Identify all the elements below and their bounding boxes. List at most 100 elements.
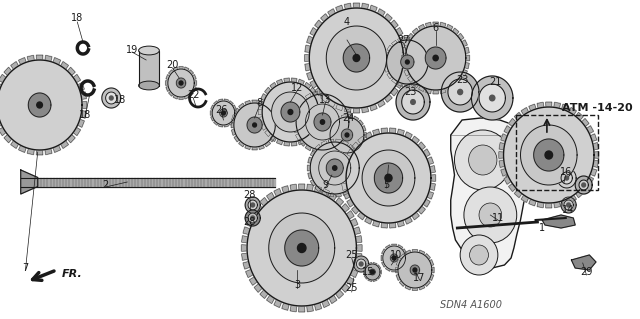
Polygon shape	[305, 83, 311, 89]
Polygon shape	[458, 76, 464, 83]
Polygon shape	[451, 118, 530, 268]
Polygon shape	[423, 199, 430, 207]
Polygon shape	[575, 176, 592, 194]
Polygon shape	[562, 199, 569, 206]
Polygon shape	[305, 93, 312, 99]
Polygon shape	[403, 55, 408, 61]
Polygon shape	[224, 99, 228, 102]
Text: 28: 28	[244, 217, 256, 227]
Polygon shape	[582, 183, 589, 191]
Polygon shape	[184, 67, 189, 71]
Polygon shape	[546, 102, 552, 107]
Polygon shape	[234, 103, 275, 147]
Polygon shape	[390, 128, 396, 134]
Polygon shape	[106, 92, 117, 104]
Polygon shape	[239, 103, 244, 109]
Polygon shape	[262, 82, 319, 142]
Polygon shape	[317, 101, 322, 107]
Circle shape	[413, 268, 417, 272]
Polygon shape	[265, 87, 271, 94]
Polygon shape	[81, 111, 86, 118]
Polygon shape	[53, 145, 61, 152]
Polygon shape	[259, 109, 262, 115]
Polygon shape	[429, 275, 433, 280]
Polygon shape	[399, 36, 406, 44]
Polygon shape	[261, 124, 267, 130]
Polygon shape	[312, 91, 318, 96]
Polygon shape	[425, 281, 430, 286]
Polygon shape	[241, 245, 247, 251]
Polygon shape	[429, 183, 435, 190]
Text: 10: 10	[390, 250, 402, 260]
Polygon shape	[211, 105, 214, 109]
Text: 13: 13	[319, 95, 332, 105]
Polygon shape	[184, 95, 189, 99]
Text: 23: 23	[456, 75, 468, 85]
Polygon shape	[412, 136, 419, 144]
Polygon shape	[307, 36, 313, 44]
Polygon shape	[270, 83, 276, 89]
Polygon shape	[408, 33, 413, 40]
Polygon shape	[321, 141, 327, 145]
Polygon shape	[412, 250, 417, 252]
Polygon shape	[405, 250, 411, 255]
Text: 24: 24	[342, 113, 355, 123]
Polygon shape	[0, 83, 2, 91]
Circle shape	[392, 256, 396, 260]
Text: 6: 6	[433, 23, 438, 33]
Polygon shape	[378, 9, 385, 16]
Polygon shape	[212, 101, 235, 125]
Polygon shape	[315, 144, 321, 150]
Polygon shape	[418, 142, 426, 150]
Polygon shape	[569, 195, 577, 203]
Polygon shape	[328, 100, 335, 107]
Polygon shape	[347, 199, 354, 207]
Polygon shape	[362, 139, 366, 144]
Polygon shape	[333, 93, 340, 99]
Polygon shape	[452, 81, 459, 88]
Polygon shape	[307, 305, 314, 312]
Polygon shape	[307, 184, 314, 191]
Polygon shape	[265, 103, 271, 109]
Circle shape	[321, 120, 324, 124]
Polygon shape	[433, 90, 438, 94]
Polygon shape	[429, 260, 433, 265]
Ellipse shape	[139, 81, 159, 90]
Polygon shape	[4, 67, 12, 75]
Bar	[516, 115, 598, 190]
Polygon shape	[349, 119, 352, 125]
Polygon shape	[193, 75, 196, 79]
Circle shape	[251, 203, 255, 207]
Polygon shape	[305, 135, 311, 142]
Polygon shape	[562, 104, 569, 111]
Polygon shape	[310, 130, 316, 137]
Polygon shape	[260, 197, 268, 206]
Polygon shape	[343, 44, 370, 72]
Polygon shape	[239, 141, 244, 147]
Polygon shape	[561, 197, 576, 213]
Polygon shape	[247, 190, 356, 306]
Polygon shape	[501, 169, 508, 176]
Polygon shape	[73, 74, 81, 83]
Polygon shape	[36, 55, 43, 60]
Polygon shape	[466, 55, 470, 61]
Polygon shape	[399, 254, 404, 259]
Text: 1: 1	[539, 223, 545, 233]
Polygon shape	[405, 217, 412, 224]
Polygon shape	[305, 45, 310, 52]
Polygon shape	[404, 70, 410, 76]
Circle shape	[458, 89, 463, 95]
Polygon shape	[296, 94, 349, 150]
Polygon shape	[214, 121, 218, 125]
Polygon shape	[354, 149, 358, 154]
Circle shape	[406, 60, 409, 64]
Polygon shape	[396, 275, 400, 280]
Polygon shape	[433, 22, 438, 26]
Polygon shape	[348, 111, 352, 117]
Polygon shape	[333, 145, 340, 151]
Polygon shape	[166, 75, 170, 79]
Polygon shape	[335, 116, 340, 121]
Polygon shape	[193, 86, 196, 91]
Polygon shape	[242, 236, 248, 243]
Polygon shape	[373, 279, 377, 281]
